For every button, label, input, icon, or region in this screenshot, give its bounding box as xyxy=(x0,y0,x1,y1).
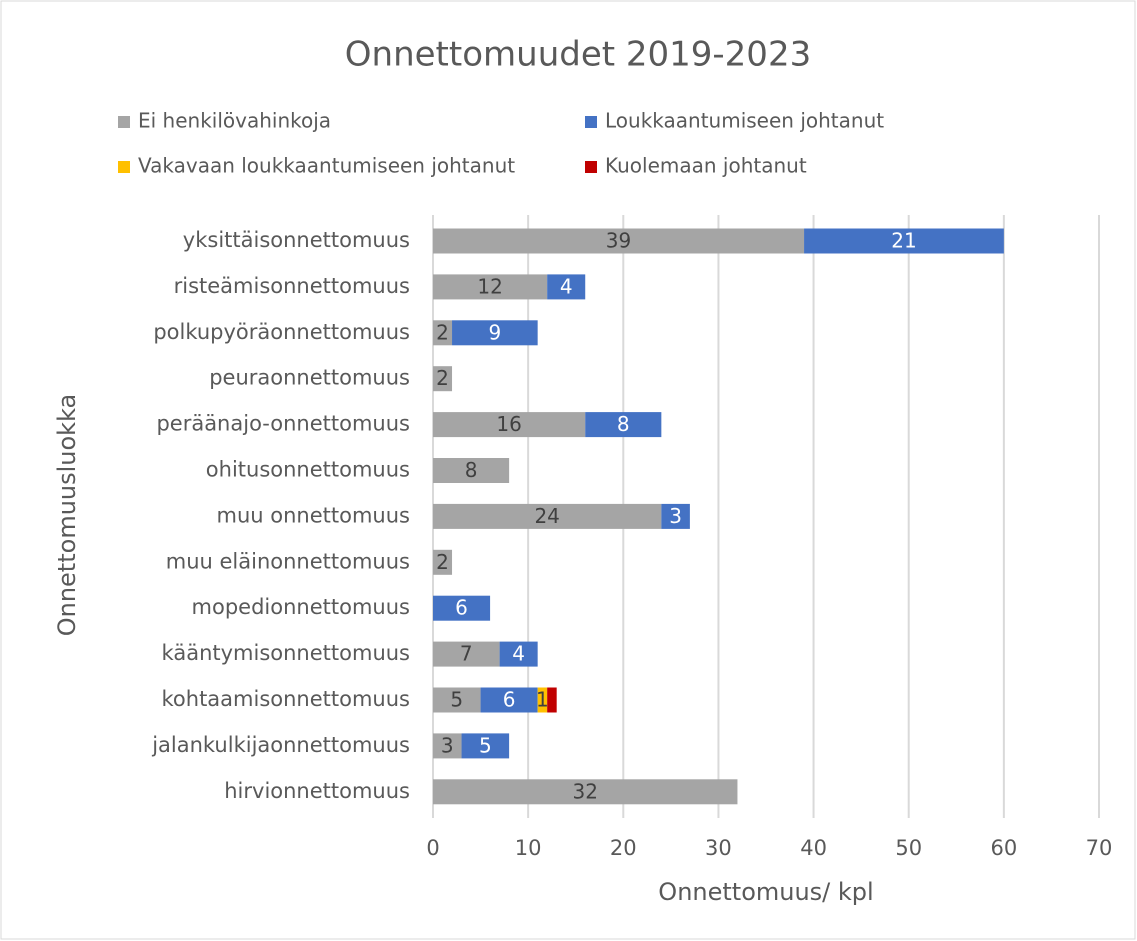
bar xyxy=(547,687,557,713)
bar xyxy=(433,228,805,254)
data-label: 12 xyxy=(477,274,502,298)
bar xyxy=(433,412,586,438)
data-label: 16 xyxy=(496,412,521,436)
legend-swatch xyxy=(585,161,597,173)
legend-swatch xyxy=(118,161,130,173)
data-label: 3 xyxy=(669,504,682,528)
bar xyxy=(661,503,690,529)
bar xyxy=(433,274,548,300)
bar xyxy=(461,733,510,759)
bar xyxy=(433,549,453,575)
y-tick-label: ohitusonnettomuus xyxy=(206,458,410,482)
x-tick-label: 0 xyxy=(426,836,439,860)
y-tick-label: mopedionnettomuus xyxy=(192,595,410,619)
data-label: 2 xyxy=(436,320,449,344)
y-tick-label: muu eläinonnettomuus xyxy=(166,549,410,573)
legend-label: Loukkaantumiseen johtanut xyxy=(605,109,884,133)
chart-title: Onnettomuudet 2019-2023 xyxy=(345,35,811,75)
y-tick-label: muu onnettomuus xyxy=(217,503,410,527)
bar xyxy=(433,458,510,483)
bar xyxy=(547,274,586,300)
x-tick-label: 20 xyxy=(610,836,637,860)
y-axis-title: Onnettomuusluokka xyxy=(53,394,81,637)
y-tick-label: hirvionnettomuus xyxy=(224,779,410,803)
data-label: 2 xyxy=(436,550,449,574)
data-label: 21 xyxy=(891,229,916,253)
legend-swatch xyxy=(118,116,130,128)
legend-swatch xyxy=(585,116,597,128)
bar xyxy=(433,687,481,713)
y-tick-label: polkupyöräonnettomuus xyxy=(153,320,410,344)
data-label: 6 xyxy=(455,596,468,620)
bar xyxy=(433,503,662,529)
x-tick-label: 10 xyxy=(515,836,542,860)
y-tick-label: jalankulkijaonnettomuus xyxy=(151,733,410,757)
data-label: 8 xyxy=(617,412,630,436)
data-label: 7 xyxy=(460,642,473,666)
y-tick-label: yksittäisonnettomuus xyxy=(183,228,410,252)
legend-label: Vakavaan loukkaantumiseen johtanut xyxy=(138,154,515,178)
data-label: 9 xyxy=(488,320,501,344)
x-tick-label: 40 xyxy=(800,836,827,860)
data-label: 5 xyxy=(450,688,463,712)
bar xyxy=(537,687,548,713)
legend-label: Kuolemaan johtanut xyxy=(605,154,807,178)
data-label: 1 xyxy=(536,688,549,712)
x-tick-label: 30 xyxy=(705,836,732,860)
data-label: 24 xyxy=(534,504,559,528)
legend-label: Ei henkilövahinkoja xyxy=(138,109,331,133)
y-tick-label: risteämisonnettomuus xyxy=(174,274,410,298)
y-tick-label: kääntymisonnettomuus xyxy=(162,641,410,665)
bar xyxy=(452,320,538,346)
bar xyxy=(480,687,538,713)
bar xyxy=(433,641,500,667)
data-label: 6 xyxy=(503,688,516,712)
y-tick-label: peuraonnettomuus xyxy=(209,366,410,390)
bar xyxy=(433,366,453,392)
bar xyxy=(804,228,1004,254)
bar xyxy=(433,733,462,759)
data-label: 3 xyxy=(441,733,454,757)
bar xyxy=(433,779,738,805)
x-tick-label: 70 xyxy=(1086,836,1113,860)
data-label: 2 xyxy=(436,366,449,390)
y-tick-label: peräänajo-onnettomuus xyxy=(156,412,410,436)
bar xyxy=(433,595,491,621)
data-label: 4 xyxy=(512,642,525,666)
bar xyxy=(585,412,662,438)
x-axis-title: Onnettomuus/ kpl xyxy=(658,878,873,906)
bar xyxy=(499,641,538,667)
data-label: 32 xyxy=(573,779,598,803)
y-tick-label: kohtaamisonnettomuus xyxy=(162,687,411,711)
data-label: 4 xyxy=(560,274,573,298)
x-tick-label: 60 xyxy=(990,836,1017,860)
x-tick-label: 50 xyxy=(895,836,922,860)
data-label: 39 xyxy=(606,229,631,253)
data-label: 8 xyxy=(465,458,478,482)
bar xyxy=(433,320,453,346)
data-label: 5 xyxy=(479,733,492,757)
